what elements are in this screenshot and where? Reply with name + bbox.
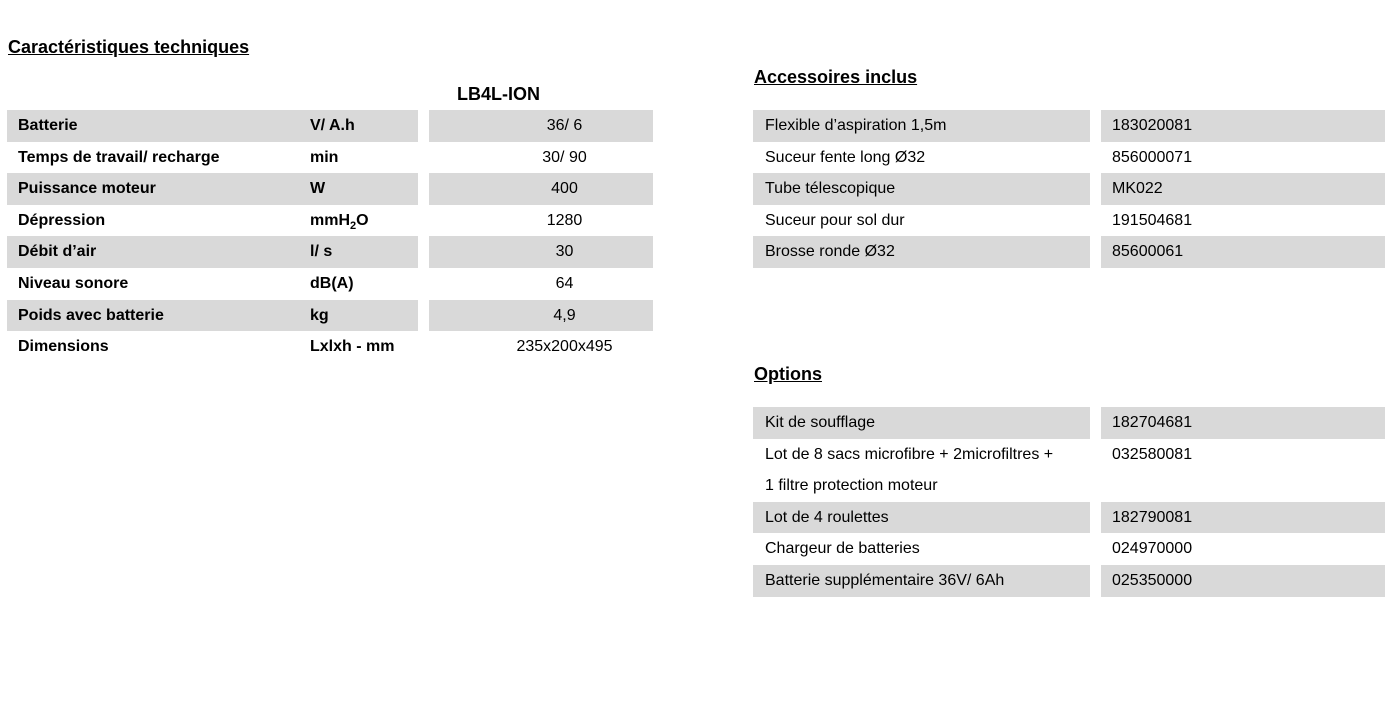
spec-label: Batterie bbox=[18, 117, 78, 134]
option-row: Chargeur de batteries 024970000 bbox=[753, 533, 1385, 565]
accessory-ref: 85600061 bbox=[1101, 236, 1385, 268]
spec-row-niveau: Niveau sonore dB(A) 64 bbox=[7, 268, 653, 300]
spec-value: 4,9 bbox=[429, 299, 653, 332]
spec-label-cell: Débit d’air l/ s bbox=[7, 236, 418, 268]
spec-value: 36/ 6 bbox=[429, 110, 653, 142]
spec-row-temps: Temps de travail/ recharge min 30/ 90 bbox=[7, 142, 653, 174]
option-ref: 032580081 bbox=[1112, 445, 1193, 463]
spec-table: Batterie V/ A.h 36/ 6 Temps de travail/ … bbox=[7, 110, 653, 363]
option-ref: 182704681 bbox=[1101, 407, 1385, 439]
option-label: Chargeur de batteries bbox=[765, 540, 920, 558]
accessory-ref: 856000071 bbox=[1112, 148, 1193, 166]
spec-row-batterie: Batterie V/ A.h 36/ 6 bbox=[7, 110, 653, 142]
option-label: Lot de 8 sacs microfibre + 2microfiltres… bbox=[753, 439, 1090, 502]
spec-label: Niveau sonore bbox=[18, 274, 129, 292]
spec-unit-mmh2o: mmH2O bbox=[310, 205, 369, 243]
spec-value: 30 bbox=[429, 236, 653, 268]
spec-label-cell: Niveau sonore dB(A) bbox=[7, 268, 418, 300]
spec-label: Dépression bbox=[18, 211, 106, 229]
spec-label-cell: Batterie V/ A.h bbox=[7, 110, 418, 142]
accessory-row: Suceur pour sol dur 191504681 bbox=[753, 205, 1385, 237]
spec-label-cell: Poids avec batterie kg bbox=[7, 299, 418, 332]
option-ref: 182790081 bbox=[1101, 501, 1385, 534]
spec-label-cell: Temps de travail/ recharge min bbox=[7, 142, 418, 174]
spec-label-cell: Puissance moteur W bbox=[7, 173, 418, 205]
spec-label: Poids avec batterie bbox=[18, 306, 164, 324]
option-row: Batterie supplémentaire 36V/ 6Ah 0253500… bbox=[753, 564, 1385, 597]
product-model-header: LB4L-ION bbox=[457, 84, 540, 104]
spec-unit: dB(A) bbox=[310, 274, 354, 292]
spec-row-debit: Débit d’air l/ s 30 bbox=[7, 236, 653, 268]
option-label-line1: Lot de 8 sacs microfibre + 2microfiltres… bbox=[765, 445, 1054, 463]
accessory-label: Flexible d’aspiration 1,5m bbox=[753, 110, 1090, 142]
accessory-label: Brosse ronde Ø32 bbox=[753, 236, 1090, 268]
accessory-ref: 191504681 bbox=[1112, 211, 1193, 229]
spec-value: 1280 bbox=[546, 211, 583, 229]
spec-value: 64 bbox=[555, 274, 574, 292]
options-table: Kit de soufflage 182704681 Lot de 8 sacs… bbox=[753, 407, 1385, 597]
accessories-table: Flexible d’aspiration 1,5m 183020081 Suc… bbox=[753, 110, 1385, 268]
accessory-row: Flexible d’aspiration 1,5m 183020081 bbox=[753, 110, 1385, 142]
spec-section-title: Caractéristiques techniques bbox=[8, 37, 250, 57]
accessory-label: Tube télescopique bbox=[753, 173, 1090, 205]
spec-unit: min bbox=[310, 148, 339, 166]
spec-row-poids: Poids avec batterie kg 4,9 bbox=[7, 299, 653, 332]
accessories-section-title: Accessoires inclus bbox=[754, 67, 918, 87]
spec-unit: l/ s bbox=[310, 243, 333, 261]
spec-row-depression: Dépression mmH2O 1280 bbox=[7, 205, 653, 237]
option-label-line2: 1 filtre protection moteur bbox=[765, 477, 938, 495]
spec-unit: kg bbox=[310, 306, 329, 324]
option-ref: 025350000 bbox=[1101, 564, 1385, 597]
unit-tail: O bbox=[356, 211, 369, 229]
accessory-label: Suceur fente long Ø32 bbox=[765, 148, 926, 166]
spec-label: Dimensions bbox=[18, 338, 109, 356]
spec-row-dimensions: Dimensions Lxlxh - mm 235x200x495 bbox=[7, 331, 653, 363]
spec-label: Puissance moteur bbox=[18, 180, 156, 198]
spec-row-puissance: Puissance moteur W 400 bbox=[7, 173, 653, 205]
accessory-row: Suceur fente long Ø32 856000071 bbox=[753, 142, 1385, 174]
accessory-row: Brosse ronde Ø32 85600061 bbox=[753, 236, 1385, 268]
option-row: Kit de soufflage 182704681 bbox=[753, 407, 1385, 439]
spec-label-cell: Dépression mmH2O bbox=[7, 205, 418, 237]
spec-label: Débit d’air bbox=[18, 243, 97, 261]
option-row: Lot de 8 sacs microfibre + 2microfiltres… bbox=[753, 439, 1385, 502]
spec-label: Temps de travail/ recharge bbox=[18, 148, 220, 166]
unit-base: mmH bbox=[310, 211, 351, 229]
accessory-ref: MK022 bbox=[1101, 173, 1385, 205]
accessory-ref: 183020081 bbox=[1101, 110, 1385, 142]
option-row: Lot de 4 roulettes 182790081 bbox=[753, 501, 1385, 534]
option-ref: 024970000 bbox=[1112, 540, 1193, 558]
option-label: Kit de soufflage bbox=[753, 407, 1090, 439]
spec-value: 235x200x495 bbox=[516, 338, 613, 356]
spec-value: 400 bbox=[429, 173, 653, 205]
spec-value: 30/ 90 bbox=[542, 148, 587, 166]
spec-label-cell: Dimensions Lxlxh - mm bbox=[7, 331, 418, 363]
unit-subscript: 2 bbox=[350, 219, 357, 232]
option-label: Batterie supplémentaire 36V/ 6Ah bbox=[753, 564, 1090, 597]
options-section-title: Options bbox=[754, 364, 822, 384]
accessory-row: Tube télescopique MK022 bbox=[753, 173, 1385, 205]
spec-unit: Lxlxh - mm bbox=[310, 338, 395, 356]
option-label: Lot de 4 roulettes bbox=[753, 501, 1090, 534]
accessory-label: Suceur pour sol dur bbox=[765, 211, 905, 229]
spec-unit: W bbox=[310, 180, 326, 198]
spec-unit: V/ A.h bbox=[310, 117, 355, 134]
